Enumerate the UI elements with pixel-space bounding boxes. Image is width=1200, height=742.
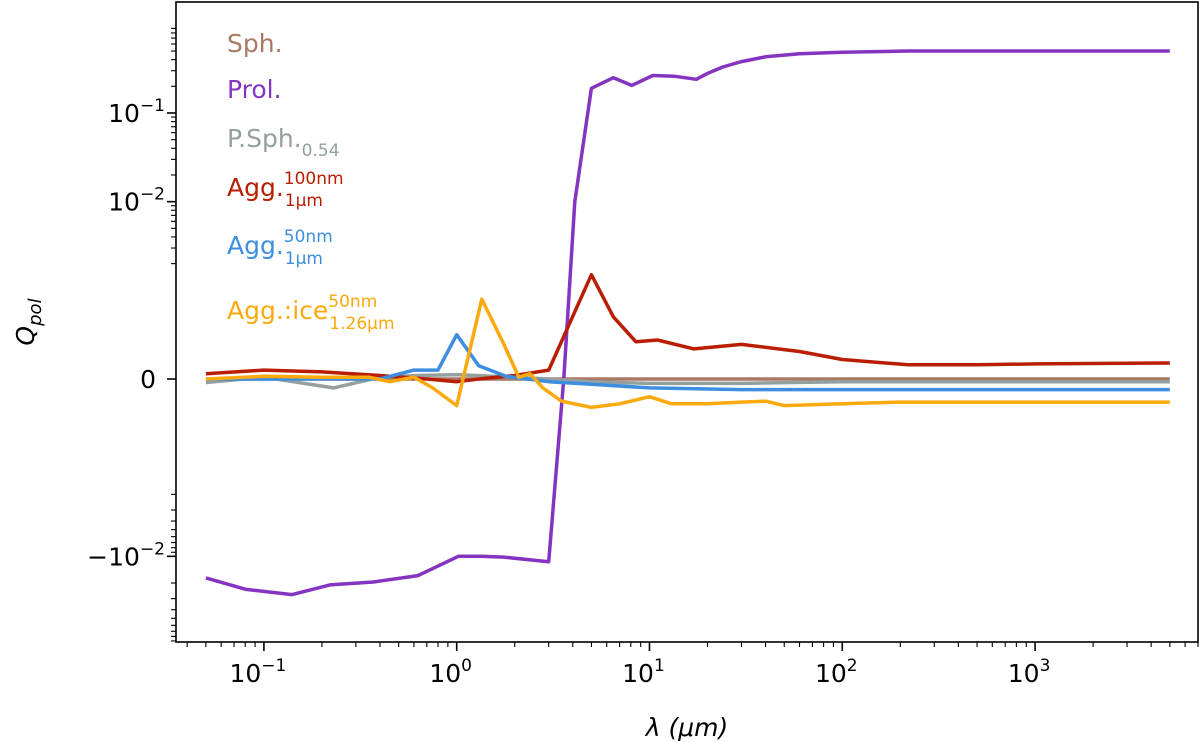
legend-entry: Agg.100nm 1μm <box>227 169 344 211</box>
y-tick-label: 0 <box>140 365 156 394</box>
plot-frame <box>175 1 1199 643</box>
y-tick-label: −10−2 <box>87 539 165 571</box>
legend: Sph. Prol. P.Sph.0.54 Agg.100nm 1μm Agg.50nm 1… <box>227 29 395 334</box>
y-axis: 10−1 10−2 0 −10−2 <box>87 27 176 642</box>
x-tick-label: 100 <box>429 656 472 688</box>
x-tick-label: 102 <box>815 656 858 688</box>
x-tick-label: 10−1 <box>229 656 286 688</box>
legend-entry: P.Sph.0.54 <box>227 124 340 161</box>
legend-entry: Agg.:ice50nm 1.26μm <box>227 292 395 334</box>
y-tick-label: 10−1 <box>108 96 165 128</box>
x-axis-label: λ (μm) <box>644 713 729 742</box>
y-axis-label: Qpol <box>11 298 46 345</box>
legend-entry: Prol. <box>227 75 282 104</box>
x-tick-label: 101 <box>622 656 665 688</box>
series-lines <box>205 49 1170 597</box>
legend-entry: Agg.50nm 1μm <box>227 227 333 269</box>
legend-entry: Sph. <box>227 29 283 58</box>
x-axis: 10−1 100 101 102 103 <box>186 642 1199 688</box>
x-tick-label: 103 <box>1008 656 1051 688</box>
series-line <box>205 297 1170 410</box>
series-line <box>205 372 1170 390</box>
y-tick-label: 10−2 <box>108 185 165 217</box>
series-line <box>205 332 1170 392</box>
series-line <box>205 49 1170 597</box>
